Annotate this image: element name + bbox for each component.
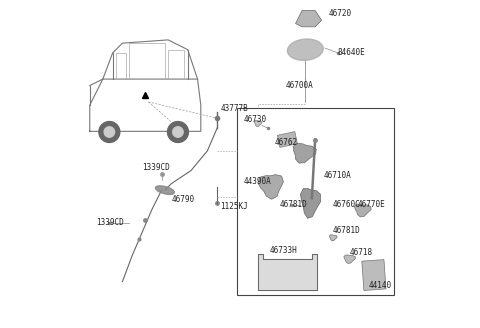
- Text: 44140: 44140: [368, 281, 392, 290]
- Polygon shape: [344, 255, 355, 263]
- Text: 46781D: 46781D: [279, 200, 307, 209]
- Text: 1339CD: 1339CD: [142, 163, 170, 172]
- Polygon shape: [258, 174, 284, 199]
- Bar: [237, 109, 394, 295]
- Text: 1125KJ: 1125KJ: [220, 202, 248, 211]
- Circle shape: [104, 127, 115, 137]
- Text: 1339CD: 1339CD: [96, 218, 124, 227]
- Polygon shape: [296, 10, 322, 27]
- Circle shape: [173, 127, 183, 137]
- Text: 46730: 46730: [243, 115, 266, 124]
- Text: 46718: 46718: [349, 248, 372, 257]
- Circle shape: [99, 122, 120, 142]
- Text: 43777B: 43777B: [220, 104, 248, 113]
- Polygon shape: [329, 235, 337, 241]
- Text: 46700A: 46700A: [286, 81, 313, 90]
- Circle shape: [168, 122, 188, 142]
- Polygon shape: [362, 259, 386, 291]
- Text: 46762: 46762: [274, 138, 298, 147]
- Polygon shape: [293, 143, 316, 163]
- Polygon shape: [354, 204, 371, 217]
- Polygon shape: [258, 254, 317, 290]
- Text: 46781D: 46781D: [333, 226, 361, 236]
- Text: 46720: 46720: [328, 9, 351, 18]
- Polygon shape: [254, 120, 262, 127]
- Polygon shape: [300, 189, 321, 218]
- Text: 84640E: 84640E: [338, 49, 366, 57]
- Polygon shape: [277, 132, 298, 148]
- Ellipse shape: [288, 39, 323, 60]
- Text: 46733H: 46733H: [269, 246, 297, 255]
- Text: 44390A: 44390A: [243, 177, 271, 186]
- Text: 46760C: 46760C: [333, 200, 361, 209]
- Text: 46710A: 46710A: [324, 171, 351, 180]
- Text: 46790: 46790: [171, 195, 194, 204]
- Text: 46770E: 46770E: [358, 200, 385, 209]
- Ellipse shape: [156, 186, 174, 195]
